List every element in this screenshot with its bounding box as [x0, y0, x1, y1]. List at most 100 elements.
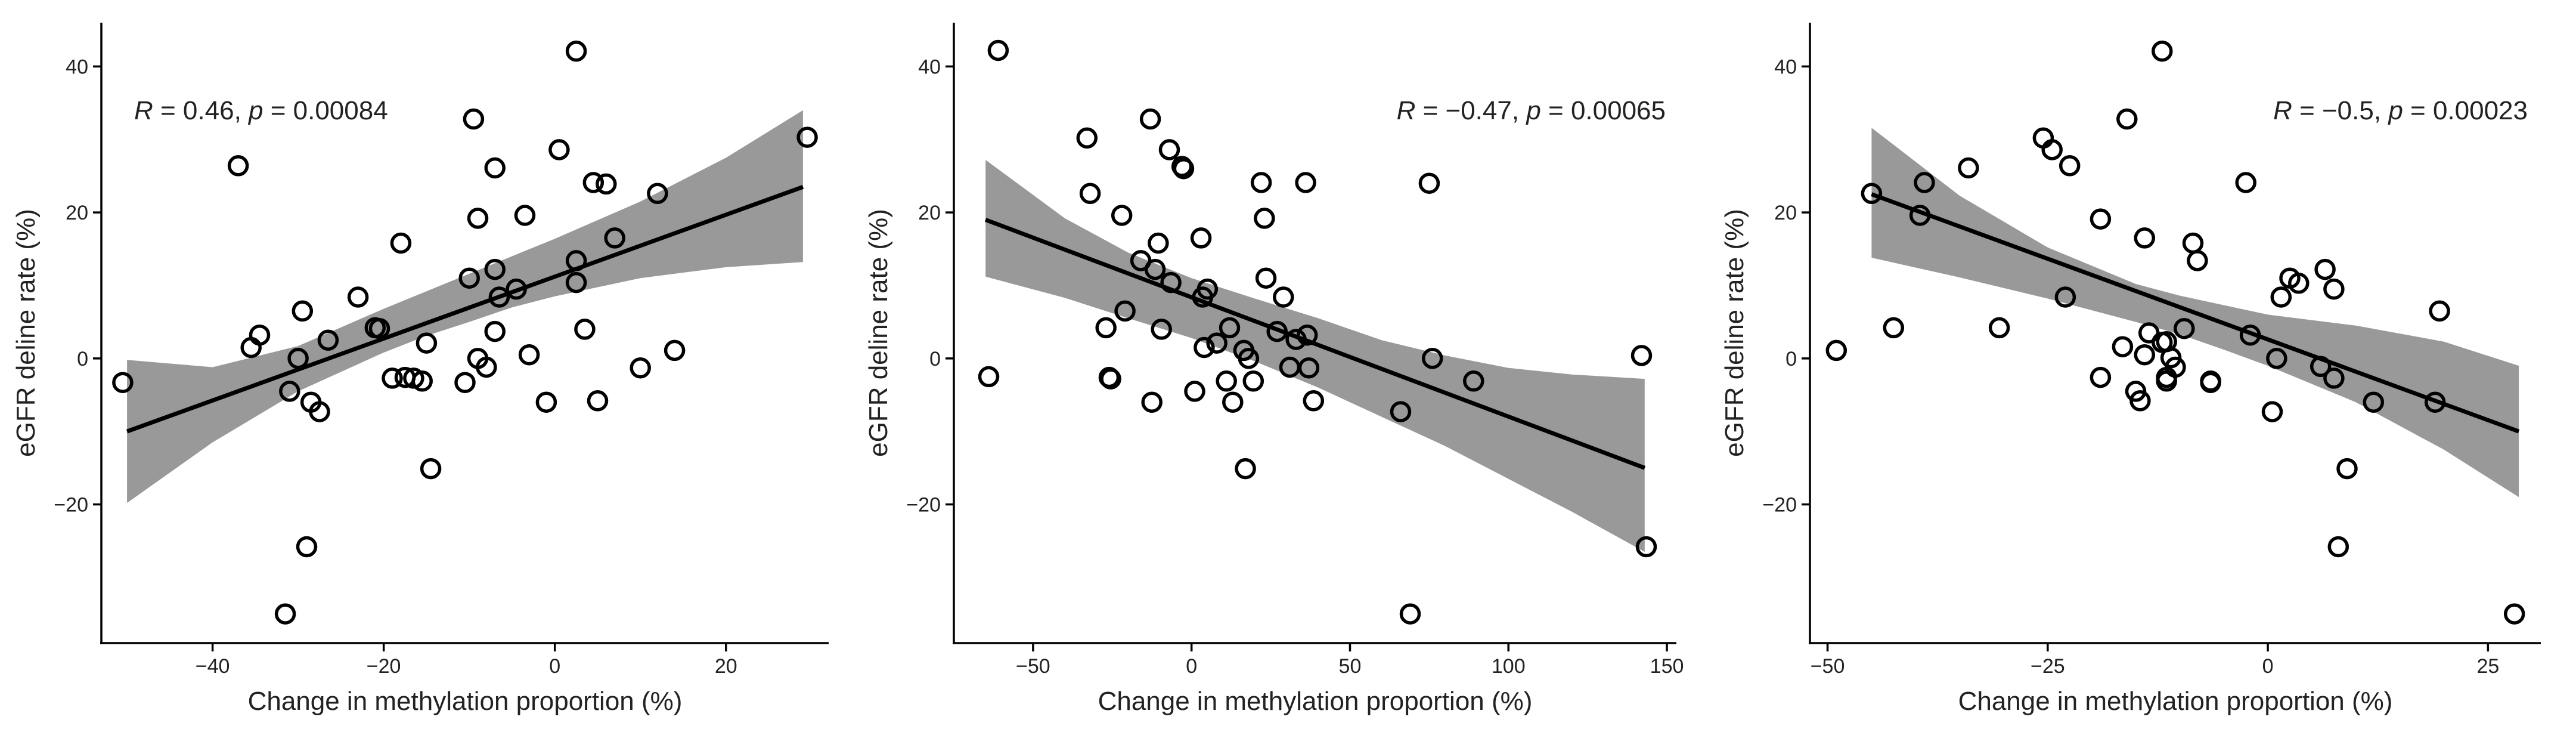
data-point [565, 40, 587, 62]
data-point [2090, 366, 2112, 388]
data-point [1160, 271, 1182, 294]
data-point [2116, 108, 2138, 130]
data-point [1418, 172, 1440, 194]
y-tick-label: −20 [1762, 494, 1797, 517]
scatter-panel-left: −40 −20 0 20 −20 0 20 40 Change in methylation p… [11, 23, 829, 716]
data-point [1151, 319, 1172, 340]
data-point [1635, 536, 1657, 558]
data-point [317, 329, 339, 351]
data-point [1139, 108, 1161, 130]
data-point [2429, 300, 2450, 322]
x-tick-label: 50 [1339, 655, 1362, 678]
data-point [664, 339, 686, 362]
y-tick-label: 0 [1785, 348, 1797, 370]
data-point [1095, 317, 1117, 339]
data-point [548, 139, 570, 160]
y-tick-label: 40 [1774, 55, 1797, 78]
x-tick-label: 150 [1650, 655, 1684, 678]
x-axis-title: Change in methylation proportion (%) [248, 687, 683, 716]
data-point [368, 317, 390, 339]
data-point [2336, 458, 2358, 480]
data-point [535, 391, 557, 413]
data-point [1148, 232, 1169, 254]
y-tick-label: −20 [54, 494, 88, 517]
data-point [2187, 250, 2208, 271]
data-point [1196, 278, 1219, 300]
data-point [2424, 391, 2446, 413]
data-point [1238, 348, 1260, 369]
data-point [420, 458, 442, 480]
data-point [2134, 227, 2156, 249]
data-point [382, 367, 403, 389]
x-tick-label: 0 [549, 655, 560, 678]
data-point [1111, 205, 1133, 226]
data-point [1273, 286, 1294, 308]
data-point [2059, 155, 2081, 177]
data-point [1285, 329, 1307, 350]
data-point [2174, 317, 2195, 339]
data-point [2129, 390, 2151, 412]
y-tick-label: 40 [66, 55, 88, 78]
data-point [1173, 157, 1195, 180]
data-point [630, 357, 651, 379]
data-point [454, 372, 476, 393]
data-point [574, 319, 596, 340]
data-point [279, 381, 300, 402]
regression-line [126, 185, 804, 434]
data-point [1390, 401, 1412, 422]
data-point [1914, 172, 1935, 193]
data-point [2239, 324, 2261, 346]
x-tick-label: −20 [367, 655, 401, 678]
data-point [1266, 320, 1288, 342]
data-point [582, 172, 605, 193]
data-point [227, 155, 249, 177]
x-tick-label: 20 [715, 655, 737, 678]
y-tick-label: −20 [906, 494, 941, 517]
data-point [2288, 273, 2310, 294]
data-point [390, 232, 412, 254]
data-point [484, 320, 506, 342]
data-point [1114, 300, 1136, 322]
data-point [2041, 139, 2063, 160]
data-point [1216, 370, 1237, 392]
data-point [1235, 458, 1256, 480]
data-point [1303, 390, 1325, 412]
x-tick-label: −25 [2031, 655, 2065, 678]
data-point [2112, 336, 2134, 357]
data-point [1861, 183, 1883, 205]
confidence-band [985, 160, 1645, 552]
x-tick-label: 100 [1492, 655, 1526, 678]
data-point [1909, 205, 1931, 226]
data-point [1463, 370, 1484, 392]
data-point [596, 173, 617, 195]
y-axis-title: eGFR deline rate (%) [11, 209, 41, 457]
data-point [2310, 356, 2332, 378]
x-tick-label: 25 [2476, 655, 2499, 678]
data-point [484, 157, 506, 179]
data-point [1250, 172, 1272, 193]
x-tick-label: −50 [1016, 655, 1050, 678]
data-point [1141, 391, 1163, 413]
data-point [1206, 332, 1227, 354]
x-axis-title: Change in methylation proportion (%) [1958, 687, 2393, 716]
data-point [506, 278, 527, 300]
y-tick-label: 20 [918, 202, 941, 224]
data-point [587, 390, 609, 412]
y-tick-label: 0 [929, 348, 941, 370]
data-point [1076, 127, 1098, 149]
data-point [2327, 536, 2349, 558]
data-point [467, 208, 489, 229]
data-point [2270, 286, 2292, 308]
data-point [2182, 232, 2204, 254]
data-point [514, 205, 536, 226]
y-axis-title: eGFR deline rate (%) [864, 209, 893, 457]
data-point [1255, 267, 1277, 289]
data-point [1296, 324, 1318, 346]
data-point [463, 108, 485, 130]
y-tick-label: 20 [1774, 202, 1797, 224]
data-point [1222, 391, 1244, 413]
x-axis-title: Change in methylation proportion (%) [1098, 687, 1533, 716]
x-tick-label: 0 [1186, 655, 1197, 678]
data-point [1399, 603, 1421, 625]
